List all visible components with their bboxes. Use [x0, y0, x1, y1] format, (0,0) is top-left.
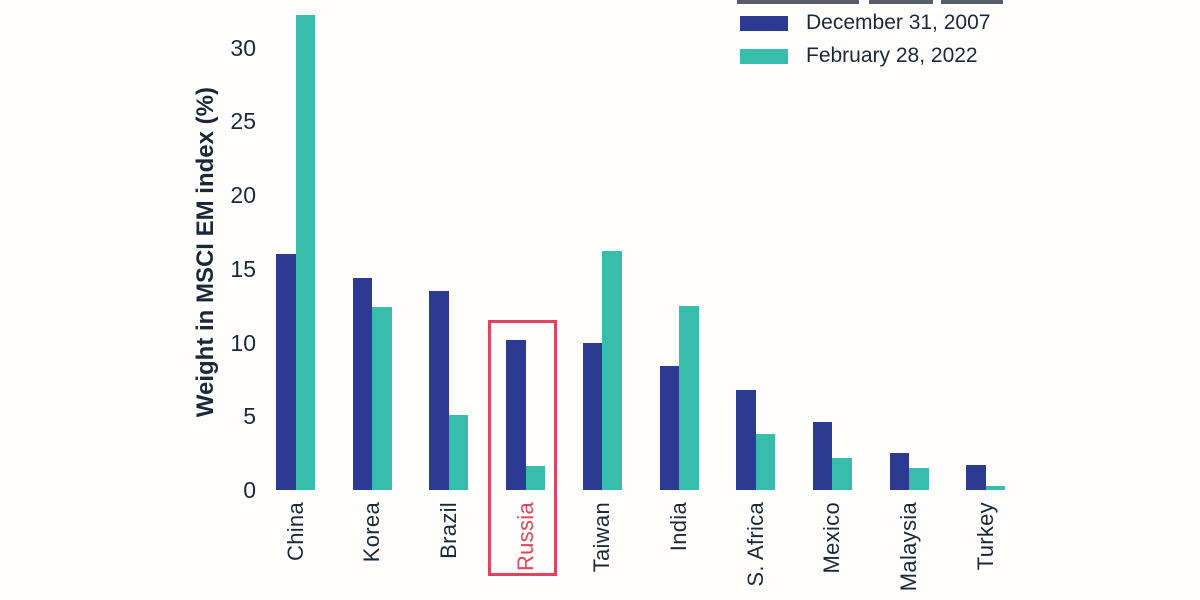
y-tick-10: 10 [230, 329, 256, 356]
x-label-taiwan: Taiwan [589, 502, 615, 573]
bar-brazil-2022 [448, 414, 469, 490]
x-label-india: India [666, 502, 691, 552]
y-tick-20: 20 [230, 182, 256, 208]
x-label-s-africa: S. Africa [742, 502, 768, 587]
cropped-text-remnant [737, 0, 859, 4]
bar-korea-2022 [372, 307, 392, 490]
bar-mexico-2007 [812, 422, 833, 490]
legend-item-feb-2022: February 28, 2022 [740, 44, 990, 67]
bar-russia-2022 [525, 466, 546, 490]
legend: December 31, 2007 February 28, 2022 [740, 11, 991, 67]
russia-highlight-box [488, 320, 557, 576]
y-axis-title: Weight in MSCI EM index (%) [192, 87, 219, 418]
bar-malaysia-2007 [889, 453, 910, 490]
y-tick-15: 15 [230, 255, 256, 282]
bar-china-2022 [295, 15, 315, 490]
x-label-brazil: Brazil [435, 502, 461, 559]
y-tick-0: 0 [243, 477, 256, 503]
x-label-korea: Korea [359, 502, 385, 563]
legend-label-feb-2022: February 28, 2022 [806, 44, 978, 67]
legend-item-dec-2007: December 31, 2007 [740, 11, 991, 34]
y-tick-5: 5 [243, 403, 256, 430]
bar-taiwan-2022 [602, 251, 622, 490]
bar-russia-2007 [506, 339, 526, 490]
legend-swatch-dec-2007-icon [740, 15, 788, 31]
y-tick-25: 25 [230, 108, 256, 135]
bar-india-2007 [659, 366, 679, 490]
bar-taiwan-2007 [582, 342, 603, 490]
x-label-china: China [282, 502, 308, 561]
x-label-malaysia: Malaysia [896, 502, 922, 592]
legend-label-dec-2007: December 31, 2007 [806, 11, 991, 34]
x-label-russia: Russia [512, 502, 538, 572]
cropped-text-remnant [869, 0, 933, 4]
x-label-turkey: Turkey [972, 502, 998, 571]
bar-mexico-2022 [832, 457, 852, 490]
bar-china-2007 [276, 254, 296, 490]
bar-turkey-2007 [966, 464, 986, 490]
bar-turkey-2022 [985, 485, 1006, 490]
x-label-mexico: Mexico [819, 502, 845, 574]
bar-malaysia-2022 [909, 467, 929, 490]
legend-swatch-feb-2022-icon [740, 48, 788, 64]
bar-brazil-2007 [429, 290, 449, 490]
bar-s-africa-2022 [755, 433, 776, 490]
bar-india-2022 [679, 305, 699, 490]
bar-s-africa-2007 [736, 389, 756, 490]
bar-korea-2007 [352, 277, 373, 490]
y-tick-30: 30 [230, 34, 256, 61]
cropped-text-remnant [941, 0, 1003, 4]
